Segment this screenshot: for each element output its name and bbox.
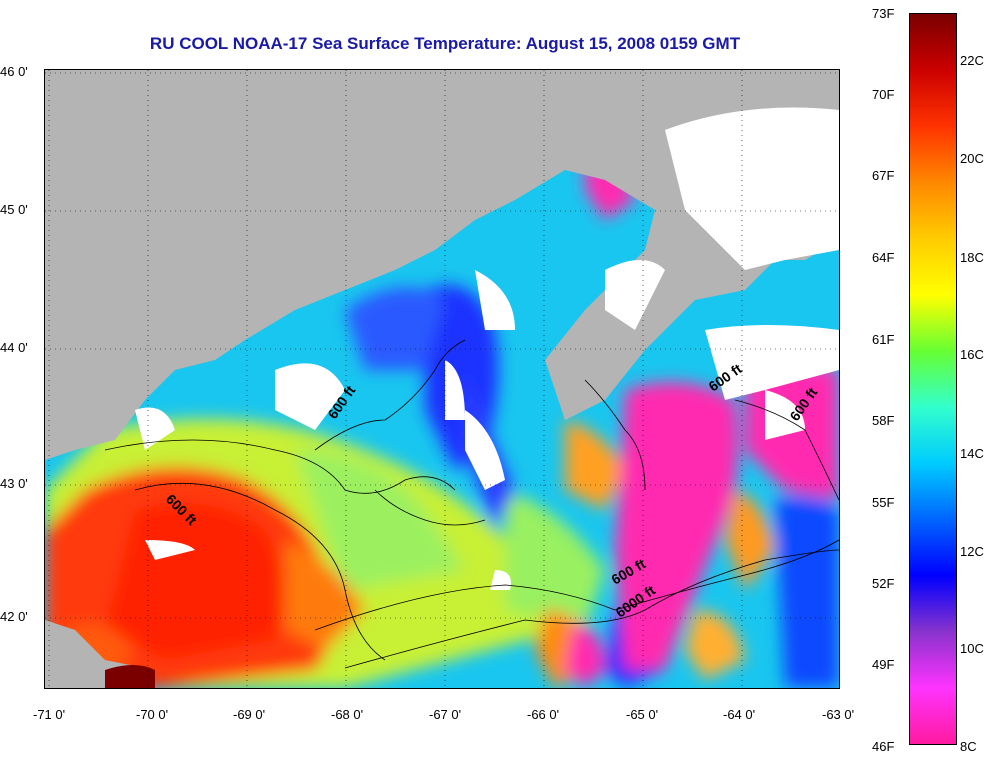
lon-label-70: -70 0' — [136, 707, 169, 722]
hot-spot — [105, 665, 155, 688]
lat-label-44: 44 0' — [0, 340, 28, 355]
map-title: RU COOL NOAA-17 Sea Surface Temperature:… — [149, 34, 741, 53]
grid-lines — [45, 70, 839, 688]
cbar-c-14: 14C — [960, 446, 984, 461]
lon-label-68: -68 0' — [331, 707, 364, 722]
cbar-c-22: 22C — [960, 53, 984, 68]
cbar-f-46: 46F — [872, 739, 895, 754]
cbar-c-16: 16C — [960, 347, 984, 362]
lon-label-66: -66 0' — [527, 707, 560, 722]
cbar-f-64: 64F — [872, 250, 895, 265]
lat-label-45: 45 0' — [0, 202, 28, 217]
lon-label-71: -71 0' — [33, 707, 66, 722]
cbar-f-55: 55F — [872, 495, 895, 510]
cbar-f-49: 49F — [872, 657, 895, 672]
temperature-colorbar — [909, 13, 957, 745]
sst-map-canvas: 600 ft 600 ft 600 ft 600 ft 600 ft 6000 … — [45, 70, 839, 688]
cbar-c-10: 10C — [960, 641, 984, 656]
cbar-f-61: 61F — [872, 332, 895, 347]
cbar-f-73: 73F — [872, 6, 895, 21]
cbar-c-20: 20C — [960, 151, 984, 166]
lat-label-46: 46 0' — [0, 64, 28, 79]
sst-map[interactable]: 600 ft 600 ft 600 ft 600 ft 600 ft 6000 … — [44, 69, 840, 689]
lat-label-43: 43 0' — [0, 476, 28, 491]
cbar-c-8: 8C — [960, 739, 977, 754]
cloud-cover — [135, 107, 839, 590]
cbar-f-58: 58F — [872, 413, 895, 428]
lon-label-67: -67 0' — [429, 707, 462, 722]
lon-label-64: -64 0' — [723, 707, 756, 722]
lon-label-65: -65 0' — [626, 707, 659, 722]
cbar-f-67: 67F — [872, 168, 895, 183]
lon-label-69: -69 0' — [233, 707, 266, 722]
lon-label-63: -63 0' — [822, 707, 855, 722]
bathymetry-contours — [104, 339, 839, 669]
cbar-f-70: 70F — [872, 87, 895, 102]
cbar-c-12: 12C — [960, 544, 984, 559]
cbar-f-52: 52F — [872, 576, 895, 591]
cbar-c-18: 18C — [960, 250, 984, 265]
lat-label-42: 42 0' — [0, 609, 28, 624]
